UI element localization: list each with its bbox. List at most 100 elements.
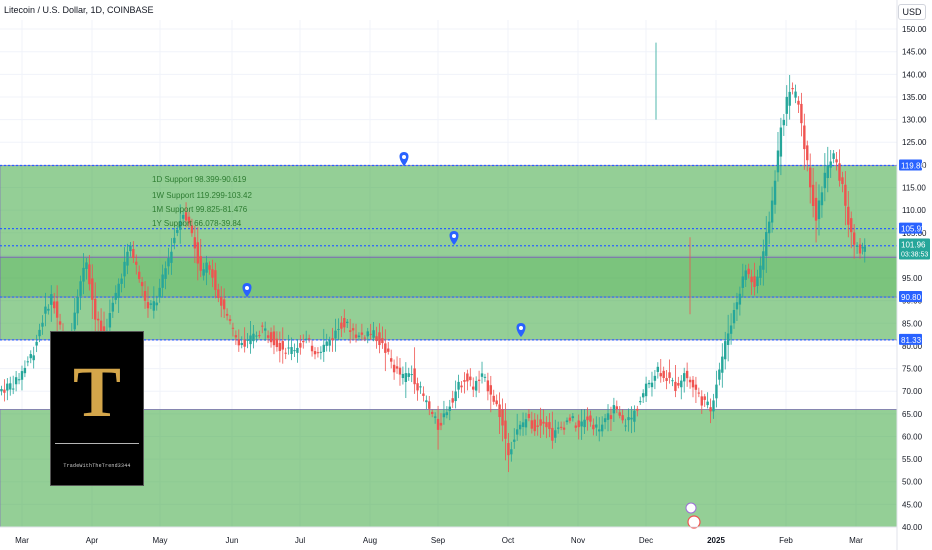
time-tick-label: Jul <box>295 536 305 545</box>
candle-body <box>302 340 305 343</box>
candle-body <box>627 417 630 421</box>
dotted-levels <box>0 164 897 341</box>
candle-body <box>35 341 38 346</box>
candle-body <box>773 180 777 205</box>
time-tick-label: Mar <box>849 536 863 545</box>
candle-body <box>703 396 706 400</box>
candle-body <box>606 413 610 420</box>
candle-body <box>9 383 12 390</box>
candle-body <box>3 389 6 393</box>
candle-body <box>721 356 724 373</box>
candle-body <box>448 406 451 411</box>
candle-body <box>709 407 712 412</box>
candle-body <box>44 306 47 314</box>
candle-body <box>501 409 504 426</box>
logo-text: TradeWithTheTrend3344 <box>63 463 131 469</box>
candle-body <box>29 354 32 359</box>
candle-body <box>167 258 170 267</box>
candle-body <box>492 395 495 402</box>
candle-body <box>425 400 428 403</box>
candle-body <box>249 335 252 345</box>
candle-body <box>395 366 399 369</box>
candle-body <box>258 335 261 337</box>
currency-button[interactable]: USD <box>898 4 926 20</box>
candle-body <box>366 331 369 337</box>
candle-body <box>630 417 633 420</box>
candle-body <box>527 413 531 419</box>
time-axis[interactable]: Mar Apr May Jun Jul Aug Sep Oct Nov Dec 2025 Feb Mar <box>0 526 897 545</box>
candle-body <box>615 406 619 410</box>
candle-body <box>76 297 79 314</box>
pin-dot <box>519 326 523 330</box>
candle-body <box>170 251 173 263</box>
candle-body <box>231 327 235 329</box>
candle-body <box>26 361 30 363</box>
support-annotation-2: 1W Support 119.299-103.42 <box>152 191 252 200</box>
candle-body <box>187 216 191 224</box>
candle-body <box>369 333 372 335</box>
candle-body <box>814 197 818 221</box>
price-tick-label: 65.00 <box>902 410 923 419</box>
candle-body <box>123 261 126 277</box>
candle-body <box>483 376 487 378</box>
candle-body <box>548 422 551 430</box>
candle-body <box>360 332 364 335</box>
flag-icon[interactable] <box>687 515 701 529</box>
candle-body <box>190 225 194 234</box>
plus-icon[interactable] <box>685 502 697 514</box>
price-tag-bg <box>899 159 922 171</box>
candle-body <box>199 256 202 271</box>
candle-body <box>108 313 112 328</box>
support-zone-1 <box>0 165 898 341</box>
candle-body <box>463 380 466 382</box>
candle-body <box>715 384 718 399</box>
candle-body <box>228 319 232 321</box>
candle-body <box>571 416 575 419</box>
candle-body <box>724 341 727 360</box>
candle-body <box>422 393 425 396</box>
candle-body <box>363 337 367 339</box>
candle-body <box>401 373 405 379</box>
candle-body <box>181 214 185 219</box>
candle-body <box>431 411 434 415</box>
candle-body <box>863 246 866 252</box>
candle-body <box>841 177 844 184</box>
candle-body <box>252 333 255 342</box>
candle-body <box>454 391 457 402</box>
candle-body <box>524 419 528 428</box>
candle-body <box>220 297 223 306</box>
symbol-title: Litecoin / U.S. Dollar, 1D, COINBASE <box>4 5 154 15</box>
candle-body <box>647 382 651 385</box>
price-tag-text: 119.86 <box>901 161 925 170</box>
candle-body <box>272 331 276 346</box>
candle-body <box>633 410 636 422</box>
candle-body <box>480 373 484 377</box>
candle-body <box>603 418 607 423</box>
support-annotation-4: 1Y Support 66.078-39.84 <box>152 219 242 228</box>
candle-body <box>557 427 560 429</box>
candle-body <box>263 328 267 331</box>
candle-body <box>513 439 516 442</box>
candle-body <box>337 328 340 330</box>
price-axis[interactable]: 150.00145.00140.00135.00130.00125.00120.… <box>896 0 927 550</box>
candle-body <box>762 251 765 270</box>
candle-body <box>650 382 654 388</box>
candle-body <box>184 212 188 221</box>
candle-body <box>521 422 525 428</box>
markers[interactable] <box>242 152 701 529</box>
candle-body <box>536 425 539 427</box>
candle-body <box>79 281 82 296</box>
candle-body <box>407 373 410 377</box>
candle-body <box>518 424 522 430</box>
time-tick-label: Oct <box>502 536 515 545</box>
candle-body <box>539 419 542 426</box>
candle-body <box>809 167 812 188</box>
candle-body <box>671 380 674 382</box>
candle-body <box>340 322 343 329</box>
candle-body <box>718 369 721 380</box>
candle-body <box>753 276 756 287</box>
candle-body <box>852 232 856 245</box>
candle-body <box>855 245 859 247</box>
candle-body <box>457 381 460 390</box>
